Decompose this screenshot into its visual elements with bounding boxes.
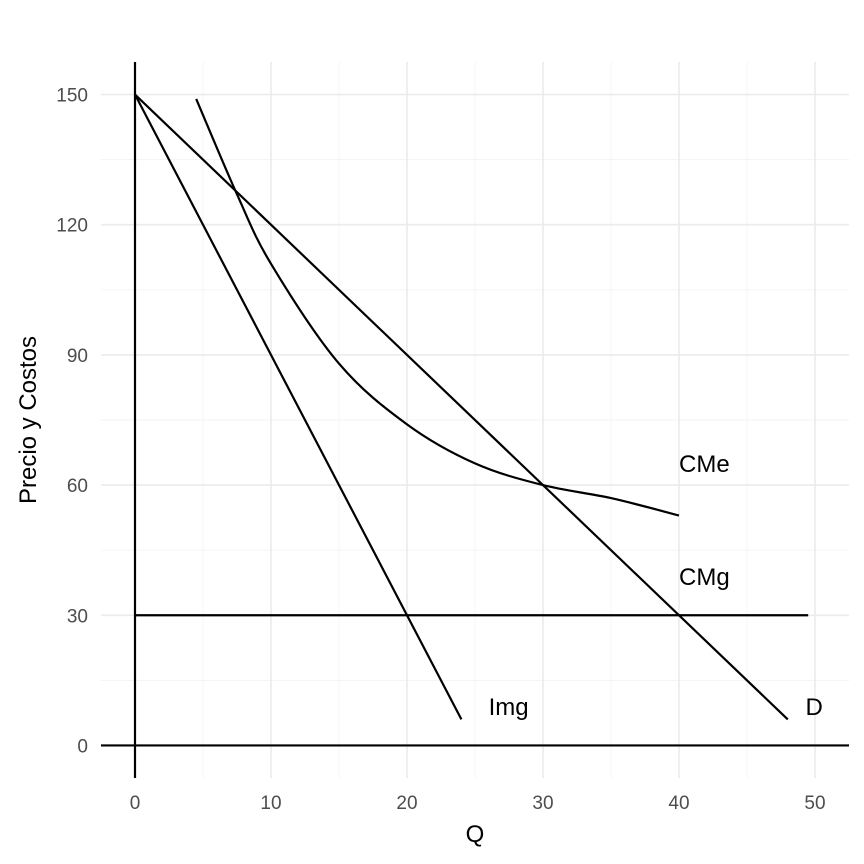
x-tick-label: 40: [668, 793, 689, 814]
y-tick-label: 150: [56, 86, 88, 107]
y-tick-label: 30: [67, 606, 88, 627]
y-tick-label: 120: [56, 216, 88, 237]
y-axis-title: Precio y Costos: [15, 336, 42, 504]
series-d-line: [134, 93, 789, 721]
curve-label-img: Img: [489, 694, 529, 721]
x-tick-label: 0: [130, 793, 141, 814]
curve-label-cmg: CMg: [679, 564, 730, 591]
curves: [134, 93, 809, 721]
axes: 0 10 20 30 40 50 0 30 60 90 120 150: [56, 62, 849, 814]
y-tick-label: 0: [77, 736, 88, 757]
x-tick-label: 50: [804, 793, 825, 814]
y-tick-label: 60: [67, 476, 88, 497]
y-tick-label: 90: [67, 346, 88, 367]
curve-label-d: D: [805, 694, 822, 721]
curve-label-cme: CMe: [679, 451, 730, 478]
x-tick-label: 20: [396, 793, 417, 814]
x-axis-title: Q: [466, 821, 485, 848]
x-tick-label: 30: [532, 793, 553, 814]
labels: CMe CMg Img D: [489, 451, 823, 721]
series-img-line: [134, 94, 463, 720]
series-cme-line: [195, 98, 680, 517]
x-tick-label: 10: [260, 793, 281, 814]
